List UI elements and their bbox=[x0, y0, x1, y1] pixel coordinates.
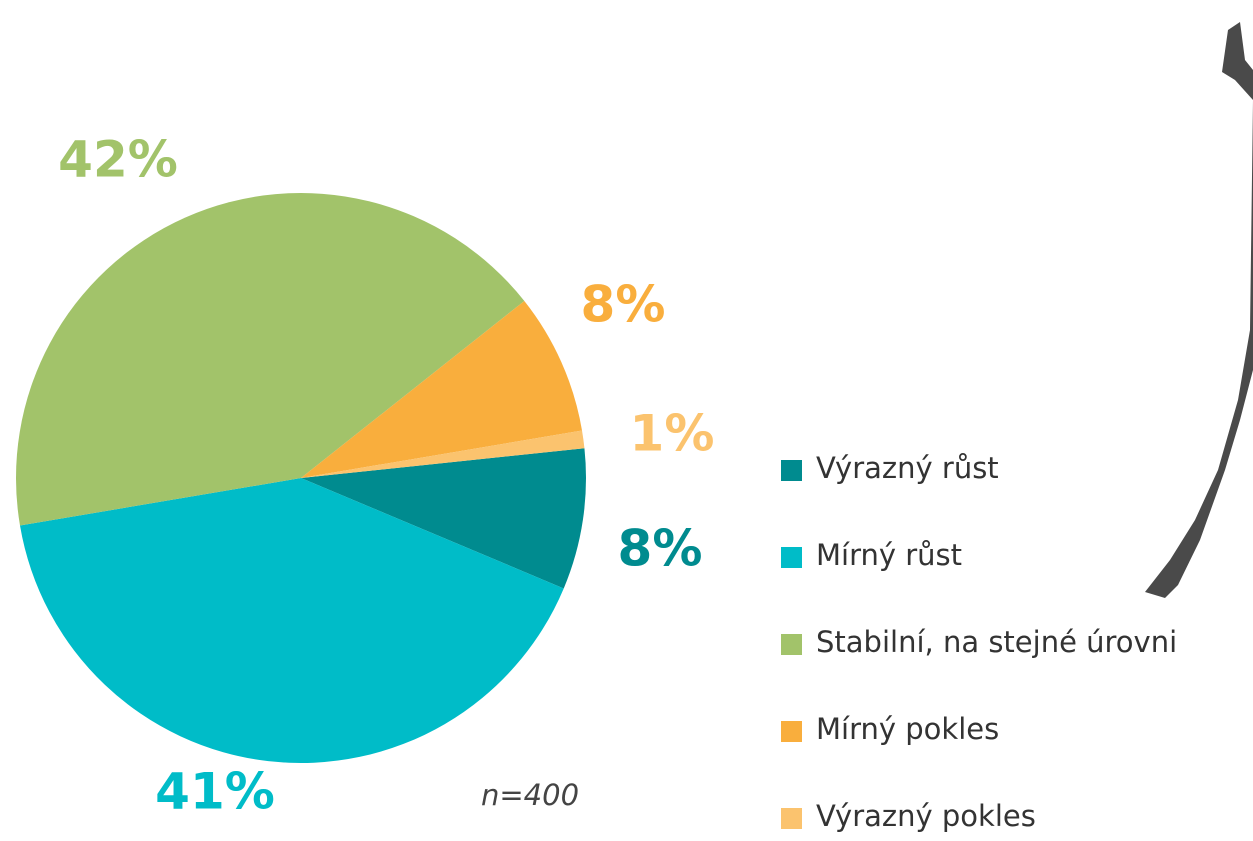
value-label: 1% bbox=[630, 405, 715, 463]
value-label: 41% bbox=[155, 763, 275, 821]
legend-swatch bbox=[781, 721, 802, 742]
value-label: 42% bbox=[58, 131, 178, 189]
legend-label: Mírný pokles bbox=[816, 712, 999, 746]
value-label: 8% bbox=[618, 520, 703, 578]
legend-swatch bbox=[781, 634, 802, 655]
value-label: 8% bbox=[581, 276, 666, 334]
legend-label: Výrazný růst bbox=[816, 451, 999, 485]
legend-label: Mírný růst bbox=[816, 538, 962, 572]
legend-swatch bbox=[781, 547, 802, 568]
legend-swatch bbox=[781, 808, 802, 829]
legend-label: Stabilní, na stejné úrovni bbox=[816, 625, 1177, 659]
silhouette bbox=[1145, 22, 1253, 598]
chart: n=400 8% 41% 42% 8% 1% Výrazný růst Mírný růst… bbox=[0, 0, 1253, 841]
legend-swatch bbox=[781, 460, 802, 481]
legend-label: Výrazný pokles bbox=[816, 799, 1036, 833]
annotation: n=400 bbox=[481, 778, 579, 812]
